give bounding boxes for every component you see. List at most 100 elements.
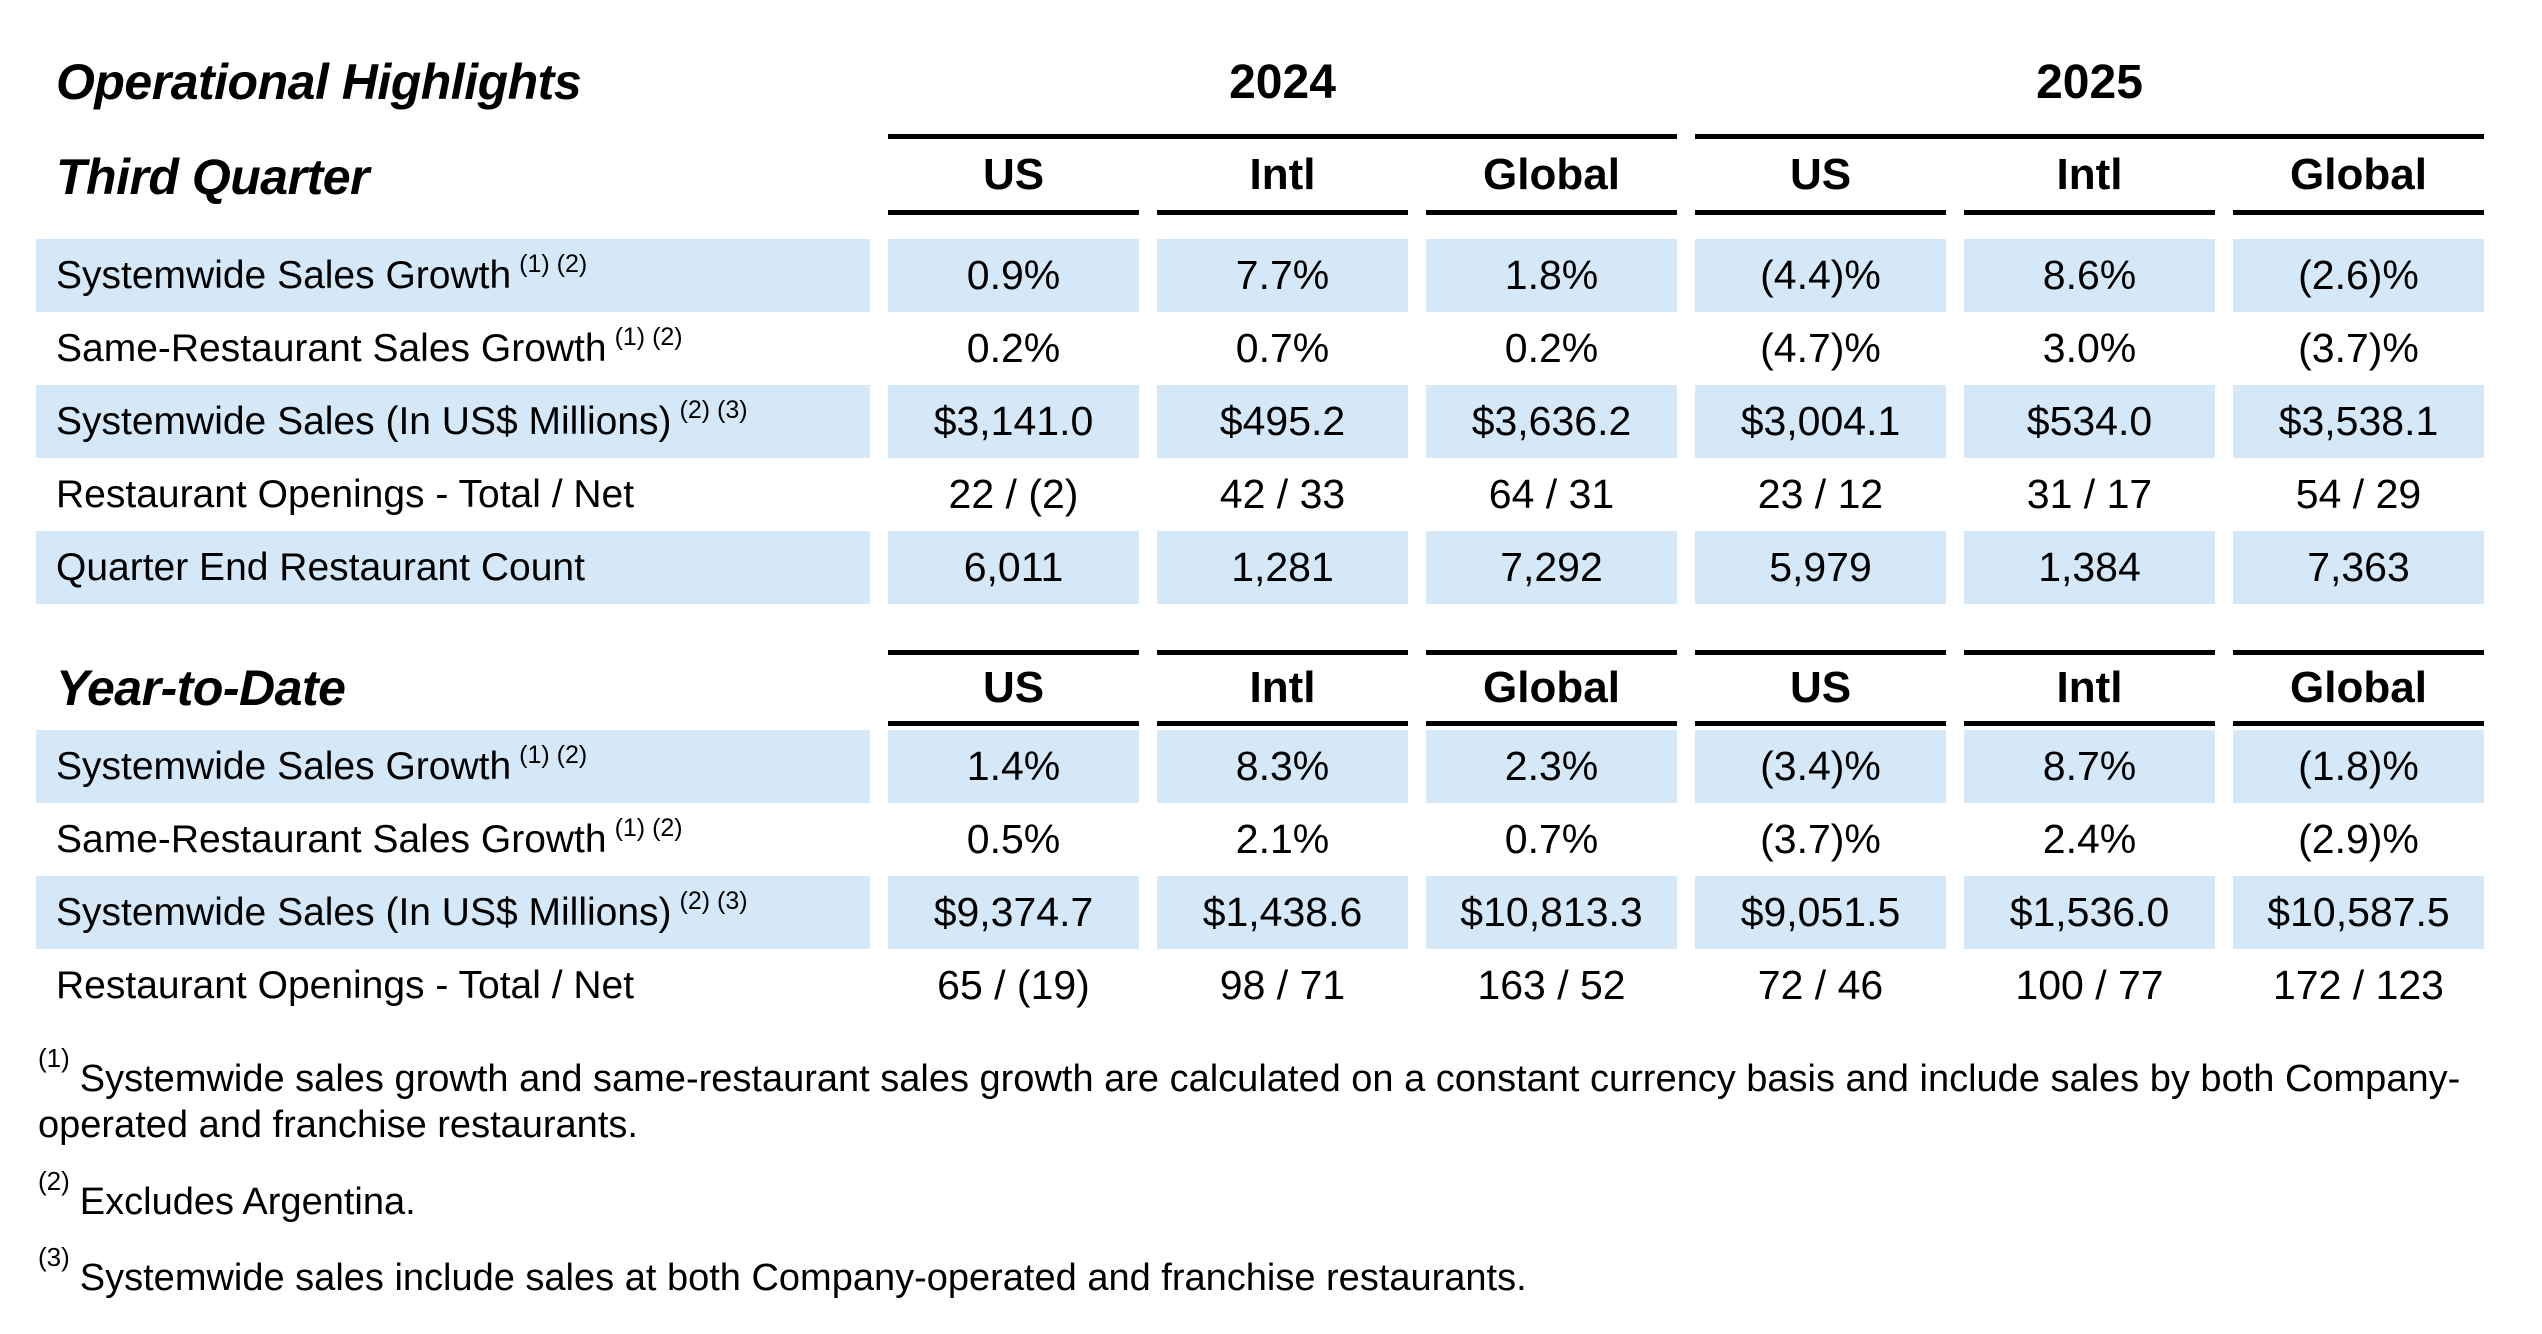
cell-value: 1,281	[1157, 531, 1408, 604]
cell-value: $10,813.3	[1426, 876, 1677, 949]
footnote-2-text: Excludes Argentina.	[79, 1180, 416, 1223]
row-label: Restaurant Openings - Total / Net	[36, 949, 870, 1022]
row-label: Systemwide Sales Growth (1) (2)	[36, 730, 870, 803]
year-label-2024: 2024	[1229, 55, 1336, 109]
footnote-3: (3) Systemwide sales include sales at bot…	[38, 1244, 2506, 1301]
footnote-3-text: Systemwide sales include sales at both C…	[79, 1257, 1527, 1300]
column-header: Intl	[1964, 650, 2215, 726]
cell-value: 98 / 71	[1219, 962, 1346, 1008]
row-label-text: Systemwide Sales Growth	[56, 744, 512, 788]
column-header: Intl	[1157, 139, 1408, 215]
table-row: Systemwide Sales (In US$ Millions) (2) (3…	[36, 876, 2506, 949]
cell-value: 2.1%	[1235, 816, 1330, 862]
row-label-text: Same-Restaurant Sales Growth	[56, 326, 607, 370]
footnote-1: (1) Systemwide sales growth and same-rest…	[38, 1045, 2506, 1149]
row-label-text: Restaurant Openings - Total / Net	[56, 472, 635, 516]
cell-value: 0.7%	[1235, 325, 1330, 371]
cell-value: 65 / (19)	[937, 962, 1090, 1008]
column-header: US	[1695, 650, 1946, 726]
footnote-1-text: Systemwide sales growth and same-restaur…	[38, 1058, 2461, 1147]
cell-value: 6,011	[888, 531, 1139, 604]
column-header: Intl	[1964, 139, 2215, 215]
cell-value: $3,141.0	[888, 385, 1139, 458]
cell-value: 0.2%	[966, 325, 1061, 371]
section-label-third-quarter: Third Quarter	[56, 149, 369, 205]
cell-value: (4.4)%	[1695, 239, 1946, 312]
row-label: Quarter End Restaurant Count	[36, 531, 870, 604]
cell-value: (2.6)%	[2233, 239, 2484, 312]
row-label: Restaurant Openings - Total / Net	[36, 458, 870, 531]
row-label-text: Restaurant Openings - Total / Net	[56, 963, 635, 1007]
table-row: Systemwide Sales Growth (1) (2) 0.9% 7.7% 1.…	[36, 239, 2506, 312]
cell-value: $3,636.2	[1426, 385, 1677, 458]
column-header: US	[888, 650, 1139, 726]
title-row: Operational Highlights 2024 2025	[36, 30, 2506, 134]
cell-value: 8.7%	[1964, 730, 2215, 803]
cell-value: 1.4%	[888, 730, 1139, 803]
table-row: Same-Restaurant Sales Growth (1) (2) 0.2% 0…	[36, 312, 2506, 385]
cell-value: $1,438.6	[1157, 876, 1408, 949]
page-title: Operational Highlights	[56, 54, 582, 110]
column-header: Global	[2233, 139, 2484, 215]
cell-value: 0.9%	[888, 239, 1139, 312]
footnote-2-marker: (2)	[38, 1166, 70, 1197]
column-header: Global	[1426, 650, 1677, 726]
cell-value: 0.2%	[1504, 325, 1599, 371]
cell-value: 100 / 77	[2015, 962, 2164, 1008]
cell-value: (1.8)%	[2233, 730, 2484, 803]
cell-value: $1,536.0	[1964, 876, 2215, 949]
operational-highlights-table: Operational Highlights 2024 2025 Third Q…	[36, 30, 2506, 1301]
cell-value: $9,374.7	[888, 876, 1139, 949]
cell-value: 23 / 12	[1757, 471, 1884, 517]
row-label: Same-Restaurant Sales Growth (1) (2)	[56, 322, 683, 370]
cell-value: 7,363	[2233, 531, 2484, 604]
cell-value: 163 / 52	[1477, 962, 1626, 1008]
cell-value: 0.7%	[1504, 816, 1599, 862]
table-row: Same-Restaurant Sales Growth (1) (2) 0.5% 2…	[36, 803, 2506, 876]
table-row: Systemwide Sales Growth (1) (2) 1.4% 8.3% 2.…	[36, 730, 2506, 803]
cell-value: 172 / 123	[2273, 962, 2444, 1008]
cell-value: 0.5%	[966, 816, 1061, 862]
cell-value: (3.7)%	[2298, 325, 2419, 371]
cell-value: $3,538.1	[2233, 385, 2484, 458]
cell-value: 22 / (2)	[948, 471, 1079, 517]
cell-value: (3.7)%	[1760, 816, 1881, 862]
cell-value: 54 / 29	[2295, 471, 2422, 517]
table-row: Restaurant Openings - Total / Net 65 / (1…	[36, 949, 2506, 1022]
third-quarter-rows: Systemwide Sales Growth (1) (2) 0.9% 7.7% 1.…	[36, 239, 2506, 604]
footnote-3-marker: (3)	[38, 1242, 70, 1273]
column-header: Intl	[1157, 650, 1408, 726]
column-header: Global	[1426, 139, 1677, 215]
cell-value: (2.9)%	[2298, 816, 2419, 862]
third-quarter-header-row: Third Quarter US Intl Global US Intl Global	[36, 139, 2506, 215]
footnote-2: (2) Excludes Argentina.	[38, 1168, 2506, 1225]
footnotes: (1) Systemwide sales growth and same-rest…	[36, 1045, 2506, 1301]
footnote-1-marker: (1)	[38, 1043, 70, 1074]
cell-value: (3.4)%	[1695, 730, 1946, 803]
row-label: Same-Restaurant Sales Growth (1) (2)	[56, 813, 683, 861]
cell-value: $495.2	[1157, 385, 1408, 458]
row-label-text: Systemwide Sales Growth	[56, 253, 512, 297]
table-row: Restaurant Openings - Total / Net 22 / (2…	[36, 458, 2506, 531]
cell-value: $10,587.5	[2233, 876, 2484, 949]
cell-value: $534.0	[1964, 385, 2215, 458]
column-header: Global	[2233, 650, 2484, 726]
cell-value: 1,384	[1964, 531, 2215, 604]
cell-value: 5,979	[1695, 531, 1946, 604]
row-label-text: Quarter End Restaurant Count	[56, 545, 585, 589]
table-row: Quarter End Restaurant Count 6,011 1,281 7,…	[36, 531, 2506, 604]
year-label-2025: 2025	[2036, 55, 2143, 109]
year-group-rules	[36, 134, 2506, 139]
column-header: US	[1695, 139, 1946, 215]
year-to-date-header-row: Year-to-Date US Intl Global US Intl Global	[36, 650, 2506, 726]
cell-value: $9,051.5	[1695, 876, 1946, 949]
cell-value: 31 / 17	[2026, 471, 2153, 517]
cell-value: 3.0%	[2042, 325, 2137, 371]
rule-2024	[888, 134, 1677, 139]
cell-value: 1.8%	[1426, 239, 1677, 312]
table-row: Systemwide Sales (In US$ Millions) (2) (3…	[36, 385, 2506, 458]
cell-value: (4.7)%	[1760, 325, 1881, 371]
cell-value: 2.4%	[2042, 816, 2137, 862]
cell-value: 8.3%	[1157, 730, 1408, 803]
row-label: Systemwide Sales (In US$ Millions) (2) (3…	[36, 385, 870, 458]
